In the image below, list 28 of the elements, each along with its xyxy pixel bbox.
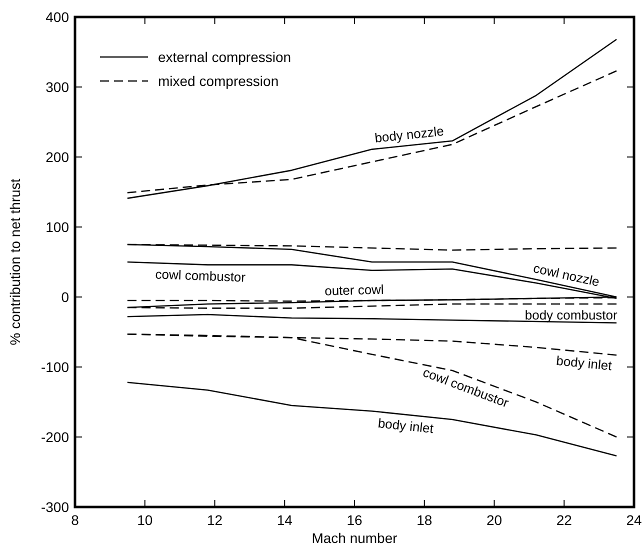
x-tick-label: 20	[486, 512, 502, 528]
y-tick-label: 300	[46, 78, 70, 95]
x-tick-label: 12	[206, 512, 223, 528]
annotation: body inlet	[377, 415, 435, 436]
y-tick-label: -100	[40, 358, 70, 375]
x-tick-label: 8	[71, 512, 80, 528]
y-tick-label: 100	[46, 218, 70, 235]
y-tick-label: 0	[61, 288, 70, 305]
y-tick-label: 200	[46, 148, 70, 165]
x-axis-title: Mach number	[312, 530, 398, 546]
y-tick-label: 400	[46, 8, 70, 25]
annotation: cowl combustor	[155, 266, 246, 285]
y-axis-title: % contribution to net thrust	[7, 178, 23, 346]
x-tick-label: 24	[626, 512, 642, 528]
y-tick-label: -200	[40, 428, 70, 445]
annotation: cowl nozzle	[532, 260, 601, 290]
x-tick-label: 14	[276, 512, 293, 528]
x-tick-label: 16	[346, 512, 362, 528]
x-tick-label: 10	[137, 512, 153, 528]
annotation: outer cowl	[324, 282, 384, 298]
x-tick-label: 18	[416, 512, 432, 528]
legend-label: mixed compression	[158, 72, 279, 89]
annotation: body inlet	[556, 352, 613, 374]
x-tick-label: 22	[556, 512, 572, 528]
y-tick-label: -300	[40, 498, 70, 515]
annotation: body nozzle	[374, 123, 445, 146]
legend-label: external compression	[158, 48, 292, 65]
annotation: body combustor	[524, 308, 618, 323]
